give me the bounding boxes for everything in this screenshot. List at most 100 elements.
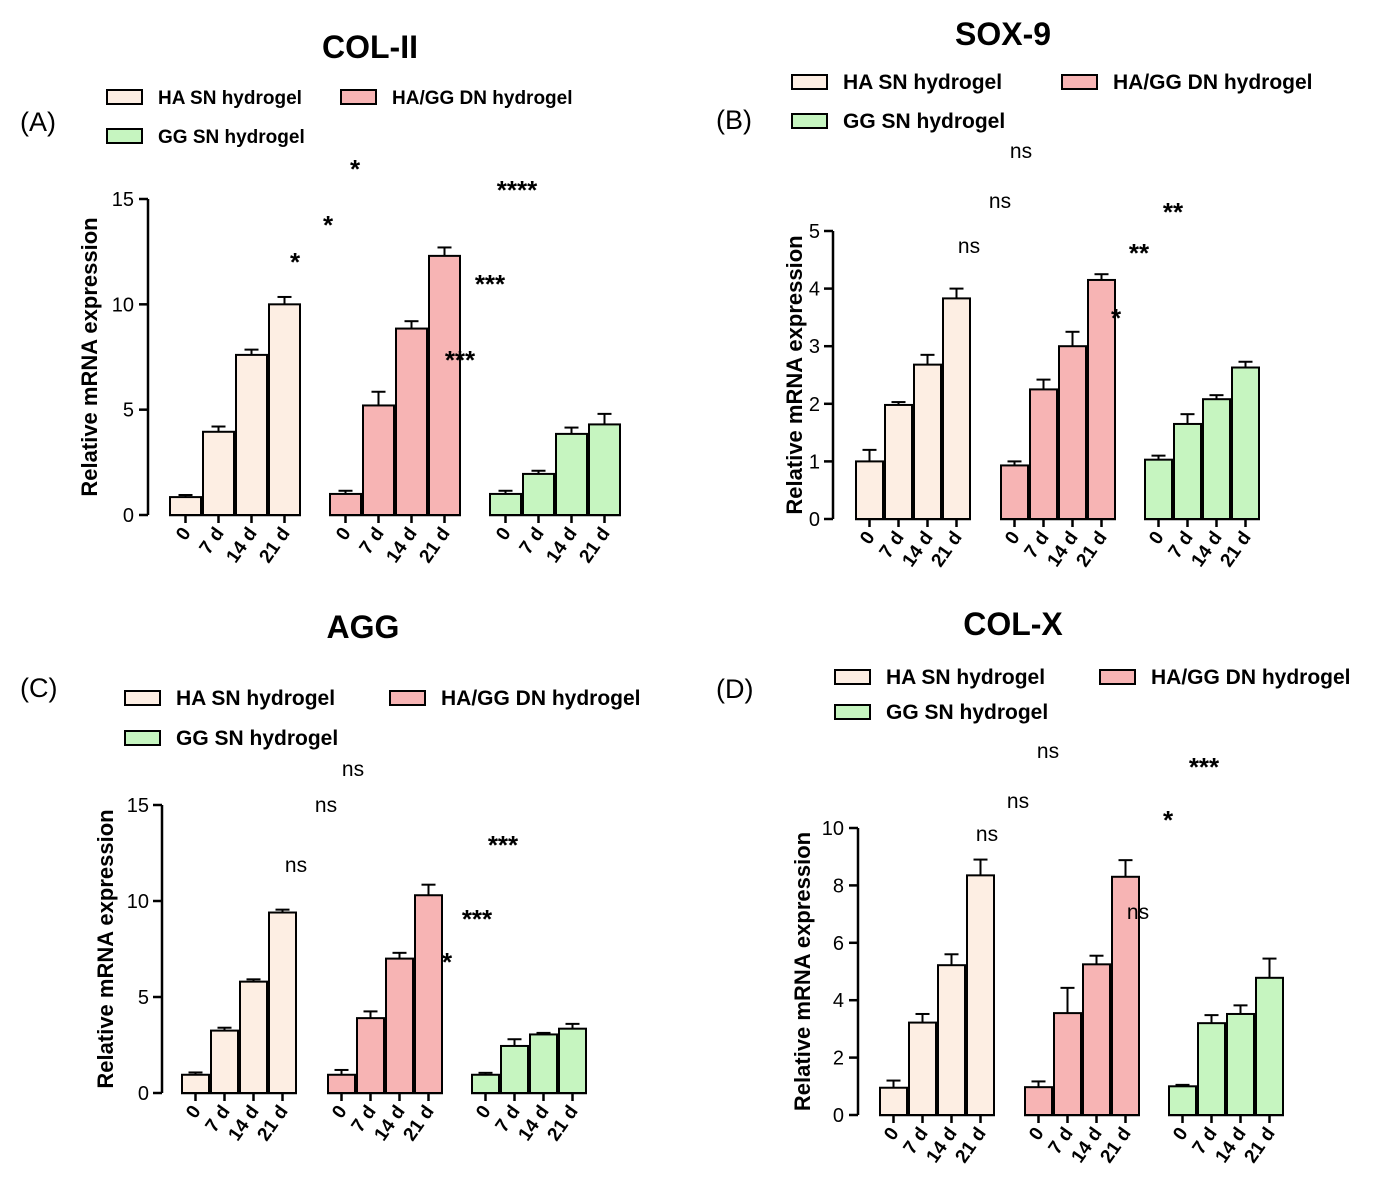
y-tick-label: 10 <box>112 294 134 316</box>
bar <box>529 1033 558 1094</box>
y-tick-label: 10 <box>822 818 844 840</box>
x-tick-label: 14 d <box>515 1102 554 1145</box>
chart-panel-c: AGG (C) HA SN hydrogel HA/GG DN hydrogel GG … <box>20 609 641 1145</box>
chart-title: AGG <box>327 609 400 645</box>
chart-title: COL-X <box>963 606 1063 642</box>
x-tick-label: 0 <box>332 524 355 545</box>
significance-label: * <box>350 154 361 184</box>
bar <box>879 1086 908 1116</box>
x-tick-label: 14 d <box>371 1102 410 1145</box>
y-tick-label: 4 <box>833 990 844 1012</box>
y-tick-label: 4 <box>809 279 820 301</box>
y-axis-label: Relative mRNA expression <box>93 809 118 1088</box>
x-tick-label: 14 d <box>1188 528 1227 571</box>
x-tick-label: 21 d <box>928 528 967 571</box>
y-tick-label: 5 <box>809 221 820 243</box>
bar <box>908 1021 937 1116</box>
y-axis-label: Relative mRNA expression <box>790 832 815 1111</box>
x-tick-label: 14 d <box>543 524 582 567</box>
legend-swatch <box>124 730 161 746</box>
significance-label: *** <box>488 830 519 860</box>
bar <box>1053 1012 1082 1116</box>
legend-swatch <box>1099 669 1136 685</box>
chart-panel-d: COL-X (D) HA SN hydrogel HA/GG DN hydrogel G… <box>716 606 1351 1167</box>
significance-label: * <box>290 247 301 277</box>
significance-label: ns <box>342 758 364 781</box>
bar <box>1087 278 1116 520</box>
significance-label: * <box>1163 805 1174 835</box>
x-tick-label: 21 d <box>952 1124 991 1167</box>
x-tick-label: 0 <box>182 1102 205 1123</box>
bar <box>169 496 202 516</box>
legend-swatch <box>106 89 143 105</box>
bar <box>202 430 235 516</box>
significance-label: ** <box>1163 197 1184 227</box>
bar <box>1000 464 1029 521</box>
bar <box>558 1027 587 1095</box>
significance-label: ns <box>315 794 337 817</box>
legend-swatch <box>389 690 426 706</box>
significance-label: *** <box>445 345 476 375</box>
bar <box>181 1073 210 1095</box>
panel-label: (A) <box>20 107 56 137</box>
x-tick-label: 14 d <box>225 1102 264 1145</box>
y-tick-label: 2 <box>833 1048 844 1070</box>
significance-label: ** <box>1129 238 1150 268</box>
panel-label: (D) <box>716 674 753 704</box>
bar <box>239 980 268 1095</box>
x-tick-label: 21 d <box>1241 1124 1280 1167</box>
significance-label: ns <box>1037 740 1059 763</box>
x-tick-label: 21 d <box>254 1102 293 1145</box>
significance-label: * <box>442 947 453 977</box>
legend-entry: HA/GG DN hydrogel <box>441 687 641 710</box>
significance-label: ns <box>1007 790 1029 813</box>
y-tick-label: 1 <box>809 451 820 473</box>
y-tick-label: 5 <box>138 987 149 1009</box>
legend-swatch <box>834 669 871 685</box>
y-tick-label: 2 <box>809 394 820 416</box>
bar <box>500 1044 529 1094</box>
bar <box>414 894 443 1094</box>
significance-label: * <box>1111 303 1122 333</box>
bar <box>268 911 297 1095</box>
bar <box>1197 1022 1226 1116</box>
bar <box>356 1017 385 1094</box>
legend-swatch <box>791 74 828 90</box>
x-tick-label: 21 d <box>544 1102 583 1145</box>
x-tick-label: 0 <box>1001 528 1024 549</box>
legend-entry: GG SN hydrogel <box>176 727 338 750</box>
y-axis-label: Relative mRNA expression <box>77 217 102 496</box>
y-tick-label: 5 <box>123 400 134 422</box>
bar <box>966 874 995 1116</box>
x-tick-label: 21 d <box>256 524 295 567</box>
significance-label: **** <box>497 175 538 205</box>
legend-entry: HA SN hydrogel <box>158 88 302 109</box>
bar <box>1173 422 1202 520</box>
chart-title: SOX-9 <box>955 16 1051 52</box>
legend-entry: GG SN hydrogel <box>158 127 305 148</box>
bar <box>942 297 971 520</box>
bar <box>235 353 268 517</box>
significance-label: ns <box>989 190 1011 213</box>
bar <box>1226 1012 1255 1117</box>
y-tick-label: 0 <box>809 509 820 531</box>
bar <box>1255 976 1284 1117</box>
x-tick-label: 14 d <box>923 1124 962 1167</box>
legend-swatch <box>834 704 871 720</box>
legend-entry: HA SN hydrogel <box>886 666 1045 689</box>
x-tick-label: 0 <box>1145 528 1168 549</box>
x-tick-label: 14 d <box>1068 1124 1107 1167</box>
bar <box>937 964 966 1116</box>
panel-label: (B) <box>716 105 752 135</box>
significance-label: ns <box>958 235 980 258</box>
x-tick-label: 14 d <box>223 524 262 567</box>
bar <box>489 492 522 516</box>
y-tick-label: 15 <box>112 189 134 211</box>
significance-label: ns <box>1127 901 1149 924</box>
legend-entry: HA/GG DN hydrogel <box>392 88 573 109</box>
bar <box>428 254 461 516</box>
significance-label: *** <box>462 904 493 934</box>
significance-label: *** <box>475 269 506 299</box>
bar <box>1202 398 1231 520</box>
x-tick-label: 21 d <box>1217 528 1256 571</box>
